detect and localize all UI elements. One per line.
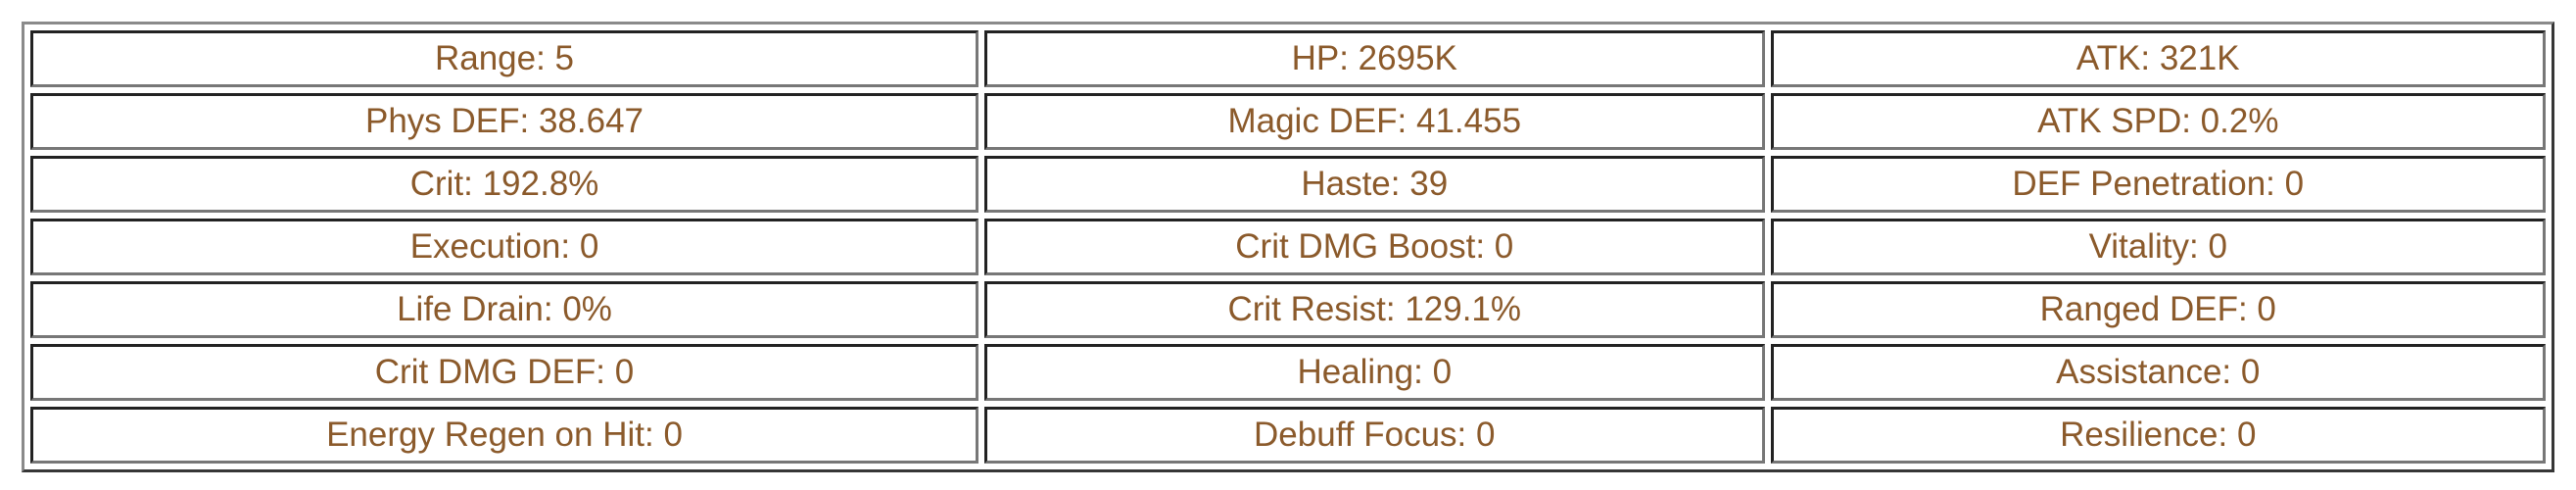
stat-cell: HP: 2695K (984, 30, 1765, 87)
stat-cell: Execution: 0 (30, 219, 978, 275)
stats-table: Range: 5 HP: 2695K ATK: 321K Phys DEF: 38.6… (22, 22, 2554, 472)
stat-cell: Ranged DEF: 0 (1770, 281, 2546, 338)
stat-cell: Assistance: 0 (1770, 344, 2546, 401)
stat-cell: Crit: 192.8% (30, 156, 978, 213)
table-row: Range: 5 HP: 2695K ATK: 321K (30, 30, 2546, 87)
table-row: Crit: 192.8% Haste: 39 DEF Penetration: 0 (30, 156, 2546, 213)
stat-cell: Life Drain: 0% (30, 281, 978, 338)
stat-cell: Haste: 39 (984, 156, 1765, 213)
stat-cell: ATK: 321K (1770, 30, 2546, 87)
stat-cell: Resilience: 0 (1770, 407, 2546, 464)
stat-cell: Magic DEF: 41.455 (984, 93, 1765, 150)
table-row: Life Drain: 0% Crit Resist: 129.1% Ranged … (30, 281, 2546, 338)
stat-cell: Range: 5 (30, 30, 978, 87)
table-row: Phys DEF: 38.647 Magic DEF: 41.455 ATK SPD… (30, 93, 2546, 150)
stat-cell: Crit DMG DEF: 0 (30, 344, 978, 401)
stat-cell: Energy Regen on Hit: 0 (30, 407, 978, 464)
stat-cell: Crit DMG Boost: 0 (984, 219, 1765, 275)
table-row: Execution: 0 Crit DMG Boost: 0 Vitality: 0 (30, 219, 2546, 275)
stat-cell: ATK SPD: 0.2% (1770, 93, 2546, 150)
stat-cell: DEF Penetration: 0 (1770, 156, 2546, 213)
table-row: Energy Regen on Hit: 0 Debuff Focus: 0 Res… (30, 407, 2546, 464)
stat-cell: Vitality: 0 (1770, 219, 2546, 275)
stat-cell: Crit Resist: 129.1% (984, 281, 1765, 338)
table-row: Crit DMG DEF: 0 Healing: 0 Assistance: 0 (30, 344, 2546, 401)
stat-cell: Healing: 0 (984, 344, 1765, 401)
stat-cell: Phys DEF: 38.647 (30, 93, 978, 150)
stat-cell: Debuff Focus: 0 (984, 407, 1765, 464)
